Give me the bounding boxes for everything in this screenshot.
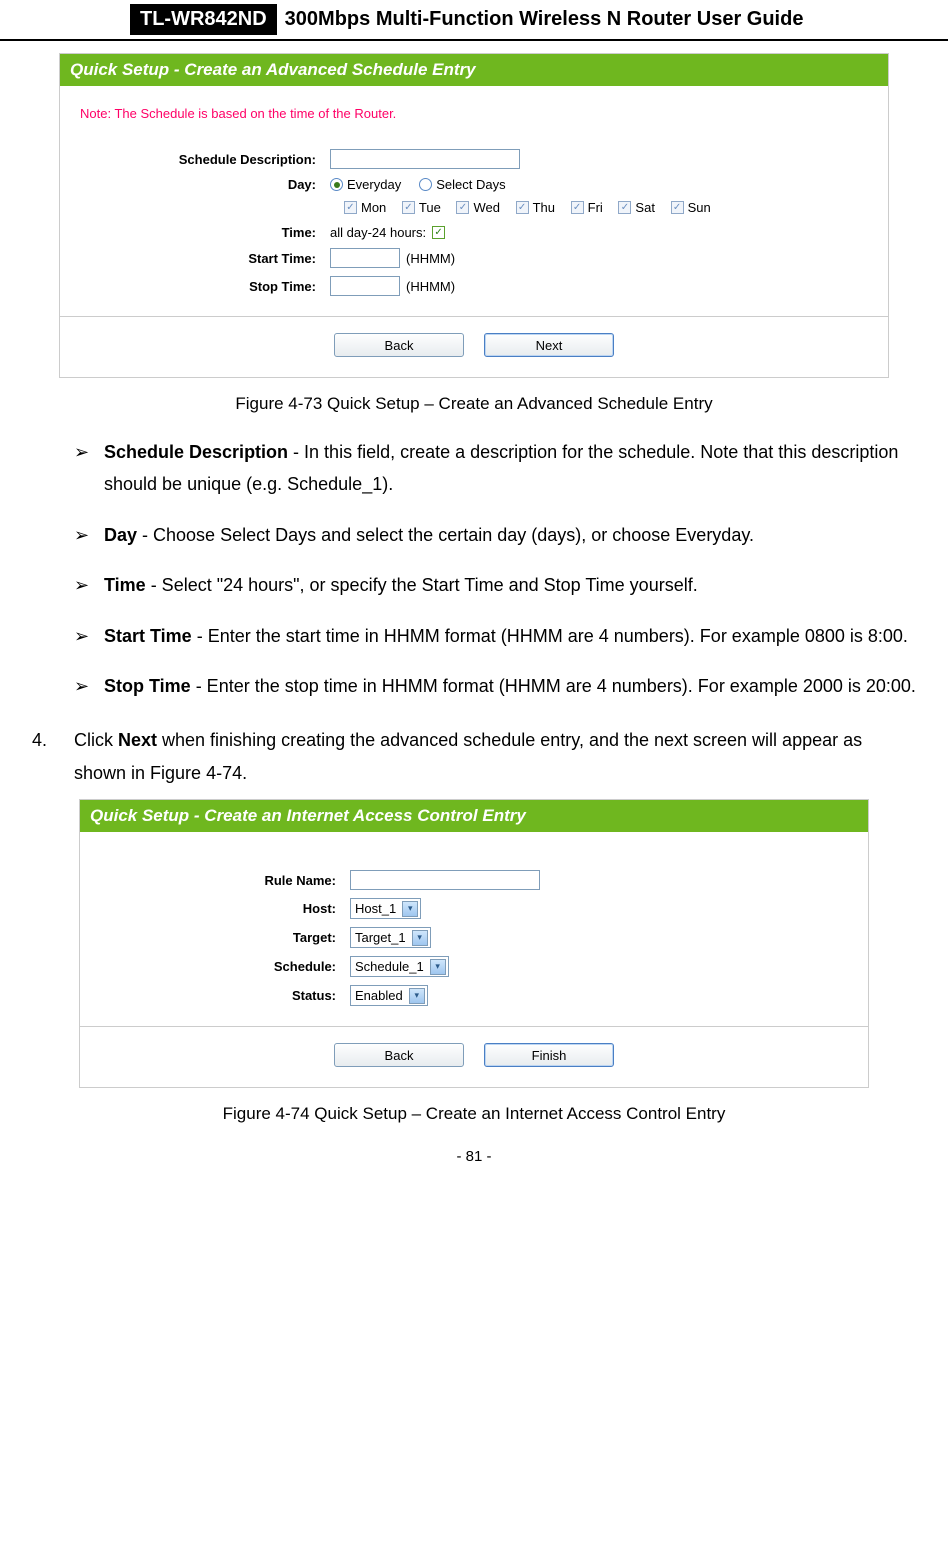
- check-thu[interactable]: ✓Thu: [516, 200, 555, 215]
- label-time: Time:: [80, 225, 330, 240]
- bullet-start-time: ➢Start Time - Enter the start time in HH…: [74, 620, 918, 652]
- figure-4-74-caption: Figure 4-74 Quick Setup – Create an Inte…: [30, 1104, 918, 1124]
- radio-select-days-label: Select Days: [436, 177, 505, 192]
- radio-everyday[interactable]: Everyday: [330, 177, 401, 192]
- label-stop-time: Stop Time:: [80, 279, 330, 294]
- schedule-note: Note: The Schedule is based on the time …: [80, 106, 868, 121]
- label-status: Status:: [100, 988, 350, 1003]
- start-time-input[interactable]: [330, 248, 400, 268]
- rule-name-input[interactable]: [350, 870, 540, 890]
- doc-header: TL-WR842ND 300Mbps Multi-Function Wirele…: [0, 0, 948, 41]
- checkbox-icon: ✓: [516, 201, 529, 214]
- check-tue[interactable]: ✓Tue: [402, 200, 441, 215]
- finish-button[interactable]: Finish: [484, 1043, 614, 1067]
- check-mon[interactable]: ✓Mon: [344, 200, 386, 215]
- stop-time-hint: (HHMM): [406, 279, 455, 294]
- chevron-down-icon: ▾: [412, 930, 428, 946]
- page-number: - 81 -: [30, 1148, 918, 1165]
- chevron-down-icon: ▾: [402, 901, 418, 917]
- status-select[interactable]: Enabled▾: [350, 985, 428, 1006]
- model-badge: TL-WR842ND: [130, 4, 277, 35]
- radio-everyday-label: Everyday: [347, 177, 401, 192]
- radio-icon: [419, 178, 432, 191]
- bullet-stop-time: ➢Stop Time - Enter the stop time in HHMM…: [74, 670, 918, 702]
- check-fri[interactable]: ✓Fri: [571, 200, 603, 215]
- content-area: Quick Setup - Create an Advanced Schedul…: [0, 41, 948, 1185]
- check-wed[interactable]: ✓Wed: [456, 200, 500, 215]
- start-time-hint: (HHMM): [406, 251, 455, 266]
- bullet-time: ➢Time - Select "24 hours", or specify th…: [74, 569, 918, 601]
- schedule-select[interactable]: Schedule_1▾: [350, 956, 449, 977]
- figure-4-73-caption: Figure 4-73 Quick Setup – Create an Adva…: [30, 394, 918, 414]
- back-button[interactable]: Back: [334, 333, 464, 357]
- back-button[interactable]: Back: [334, 1043, 464, 1067]
- host-select[interactable]: Host_1▾: [350, 898, 421, 919]
- label-rule-name: Rule Name:: [100, 873, 350, 888]
- label-day: Day:: [80, 177, 330, 192]
- label-host: Host:: [100, 901, 350, 916]
- checkbox-icon: ✓: [671, 201, 684, 214]
- label-schedule-description: Schedule Description:: [80, 152, 330, 167]
- schedule-description-input[interactable]: [330, 149, 520, 169]
- panel-title: Quick Setup - Create an Internet Access …: [80, 800, 868, 832]
- bullet-day: ➢Day - Choose Select Days and select the…: [74, 519, 918, 551]
- target-select[interactable]: Target_1▾: [350, 927, 431, 948]
- next-button[interactable]: Next: [484, 333, 614, 357]
- label-target: Target:: [100, 930, 350, 945]
- bullet-schedule-description: ➢Schedule Description - In this field, c…: [74, 436, 918, 501]
- divider: [80, 1026, 868, 1027]
- label-start-time: Start Time:: [80, 251, 330, 266]
- step-4: 4. Click Next when finishing creating th…: [30, 724, 918, 789]
- days-row: ✓Mon ✓Tue ✓Wed ✓Thu ✓Fri ✓Sat ✓Sun: [344, 198, 868, 215]
- checkbox-icon: ✓: [618, 201, 631, 214]
- panel-title: Quick Setup - Create an Advanced Schedul…: [60, 54, 888, 86]
- figure-4-74: Quick Setup - Create an Internet Access …: [79, 799, 869, 1088]
- radio-icon: [330, 178, 343, 191]
- checkbox-icon: ✓: [456, 201, 469, 214]
- radio-select-days[interactable]: Select Days: [419, 177, 505, 192]
- bullet-list: ➢Schedule Description - In this field, c…: [30, 436, 918, 702]
- chevron-down-icon: ▾: [409, 988, 425, 1004]
- check-all-day[interactable]: ✓: [432, 226, 445, 239]
- checkbox-icon: ✓: [402, 201, 415, 214]
- checkbox-icon: ✓: [344, 201, 357, 214]
- divider: [60, 316, 888, 317]
- chevron-down-icon: ▾: [430, 959, 446, 975]
- check-sat[interactable]: ✓Sat: [618, 200, 655, 215]
- time-all-day-label: all day-24 hours:: [330, 225, 426, 240]
- check-sun[interactable]: ✓Sun: [671, 200, 711, 215]
- checkbox-icon: ✓: [571, 201, 584, 214]
- stop-time-input[interactable]: [330, 276, 400, 296]
- label-schedule: Schedule:: [100, 959, 350, 974]
- figure-4-73: Quick Setup - Create an Advanced Schedul…: [59, 53, 889, 378]
- header-title: 300Mbps Multi-Function Wireless N Router…: [285, 8, 804, 31]
